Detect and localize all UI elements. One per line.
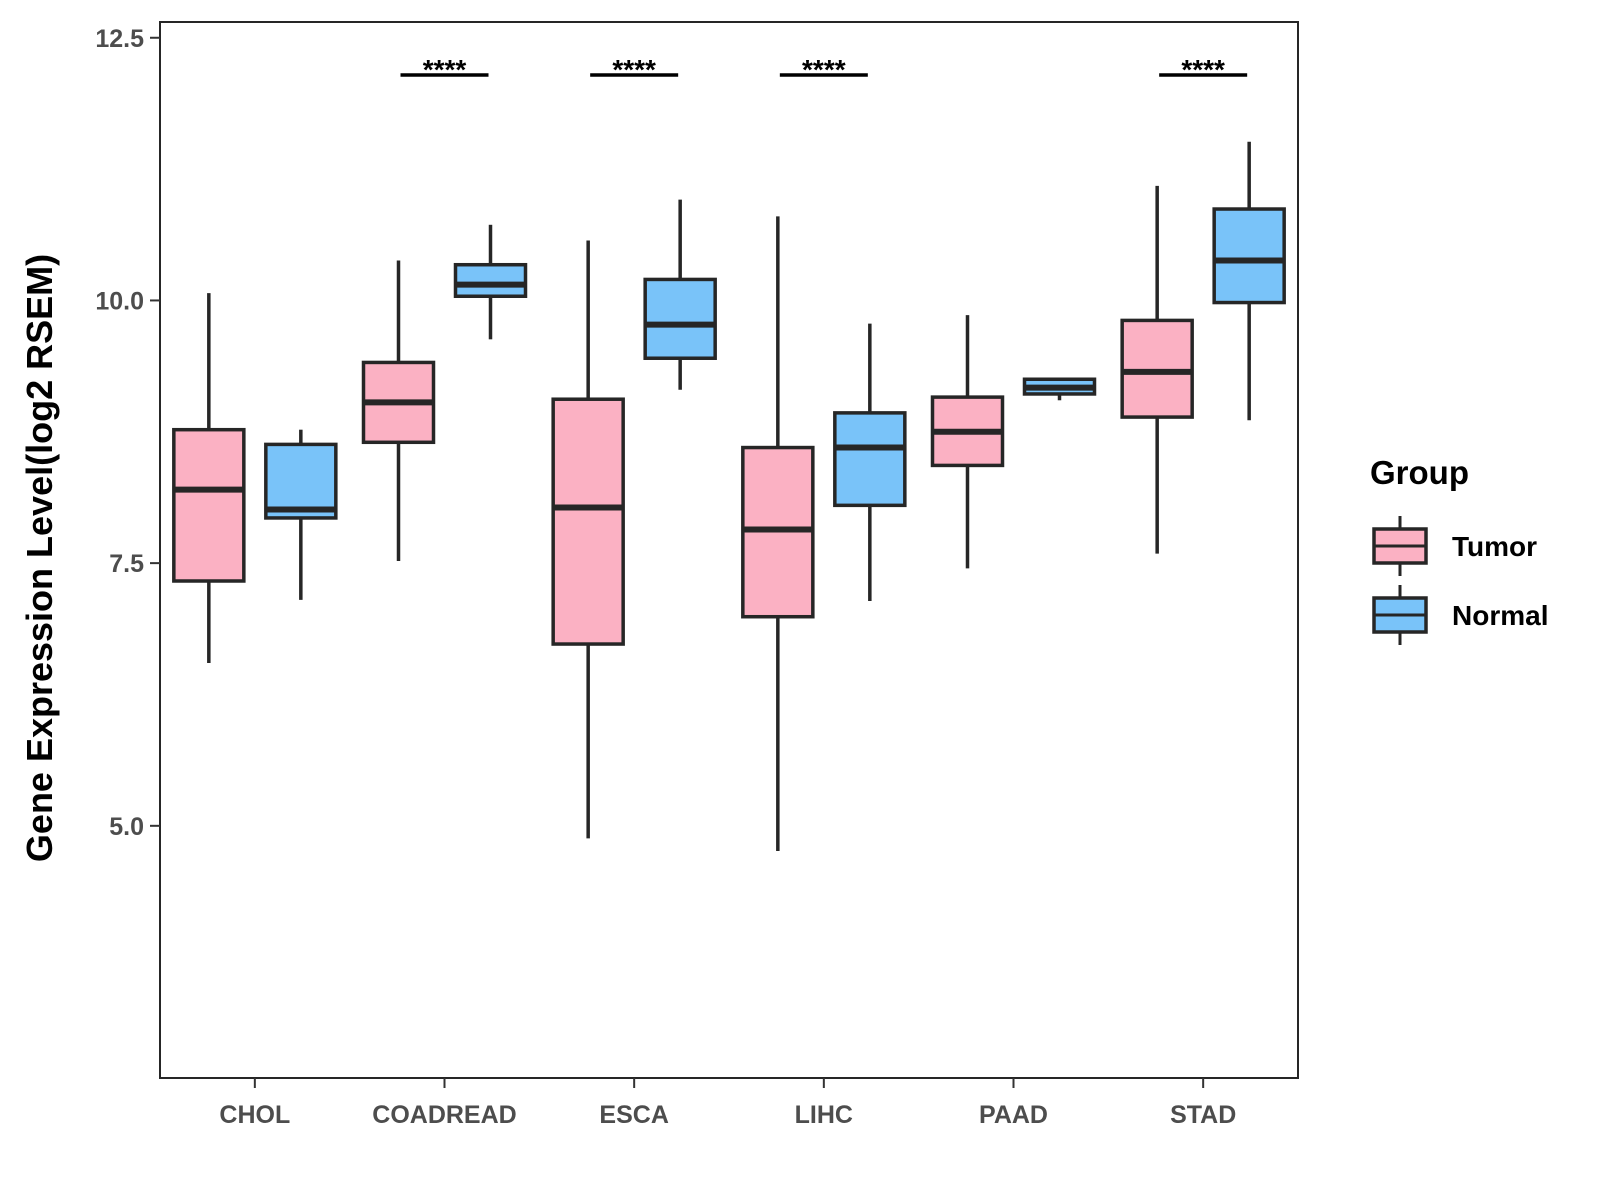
box-body — [833, 411, 907, 508]
x-tick-label: PAAD — [979, 1101, 1048, 1129]
box-body — [643, 277, 717, 360]
legend-label: Normal — [1452, 600, 1548, 631]
y-axis: 5.0 7.5 10.0 12.5 — [95, 25, 160, 841]
x-axis: CHOL COADREAD ESCA LIHC PAAD STAD — [219, 1078, 1236, 1129]
significance-label: **** — [1181, 54, 1225, 85]
x-tick-label: CHOL — [219, 1101, 290, 1129]
box-body — [264, 442, 338, 520]
box-tumor-chol — [172, 293, 246, 663]
x-tick-label: STAD — [1170, 1101, 1236, 1129]
y-axis-title: Gene Expression Level(log2 RSEM) — [19, 254, 60, 862]
box-body — [1212, 207, 1286, 305]
box-normal-coadread — [453, 224, 528, 340]
y-tick-label: 12.5 — [95, 25, 144, 53]
plot-panel-layer — [159, 21, 1299, 1079]
y-tick-label: 5.0 — [109, 813, 144, 841]
box-body — [172, 427, 246, 583]
legend-title: Group — [1370, 454, 1469, 491]
y-tick-label: 7.5 — [109, 550, 144, 578]
box-body — [1120, 318, 1194, 419]
plot-panel-border — [159, 21, 1299, 1079]
x-tick-label: ESCA — [599, 1101, 668, 1129]
box-tumor-paad — [930, 315, 1005, 569]
x-tick-label: COADREAD — [372, 1101, 516, 1129]
box-normal-esca — [643, 199, 717, 390]
box-normal-chol — [264, 429, 338, 600]
box-tumor-lihc — [741, 216, 815, 852]
box-tumor-esca — [551, 240, 625, 839]
box-body — [551, 397, 625, 646]
x-tick-label: LIHC — [795, 1101, 853, 1129]
significance-label: **** — [612, 54, 656, 85]
box-body — [453, 262, 528, 298]
y-tick-label: 10.0 — [95, 287, 144, 315]
legend-label: Tumor — [1452, 531, 1537, 562]
legend-entry-normal: Normal — [1372, 585, 1548, 645]
box-tumor-stad — [1120, 185, 1194, 554]
legend-entry-tumor: Tumor — [1372, 516, 1537, 576]
box-normal-paad — [1022, 377, 1097, 401]
significance-label: **** — [423, 54, 467, 85]
significance-label: **** — [802, 54, 846, 85]
box-normal-lihc — [833, 323, 907, 601]
legend: Group Tumor Normal — [1370, 454, 1548, 645]
box-tumor-coadread — [361, 260, 436, 562]
significance-layer: **** **** **** **** — [400, 54, 1248, 85]
box-normal-stad — [1212, 141, 1286, 421]
boxes-layer — [172, 141, 1286, 852]
